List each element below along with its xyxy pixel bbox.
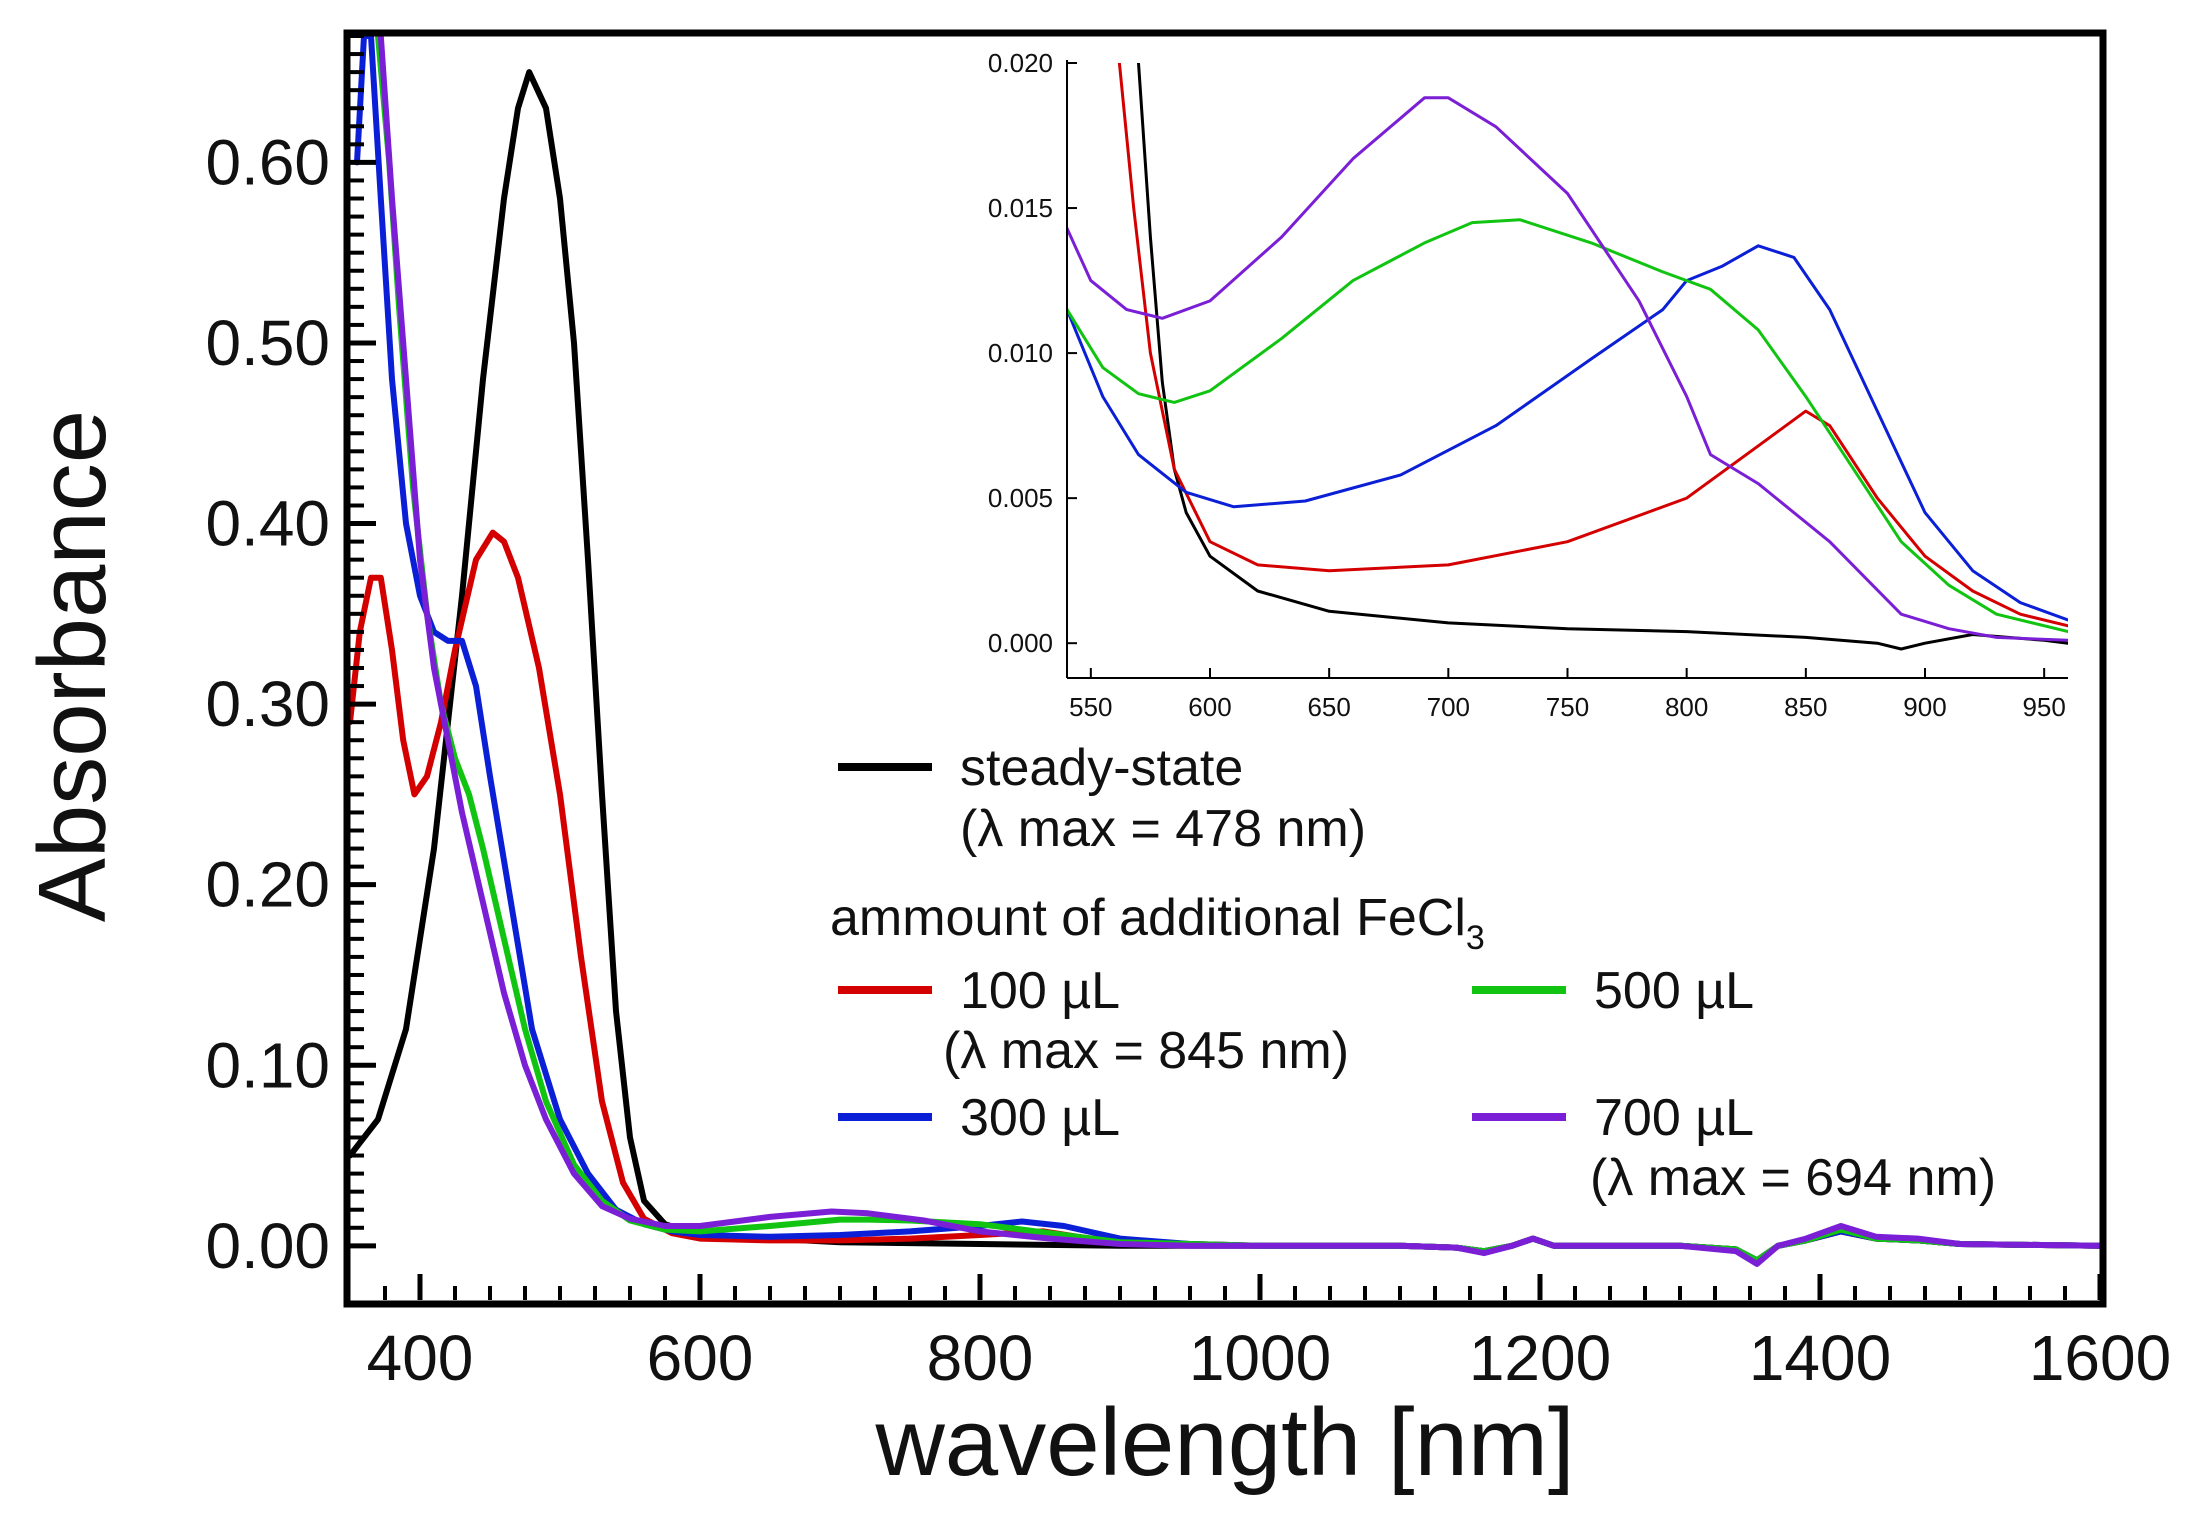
legend-label-100uL: 100 µL [960,962,1120,1020]
inset-x-tick-label: 850 [1784,692,1827,722]
x-axis-title: wavelength [nm] [874,1389,1574,1496]
inset-series-300-l [1067,244,2068,622]
main-x-axis-ticks: 400 600 800 1000 1200 1400 1600 [367,1274,2171,1394]
y-axis-title: Absorbance [19,410,126,922]
main-plot: 400 600 800 1000 1200 1400 1600 0.000.100.200.… [19,29,2171,1496]
legend-group-title-main: ammount of additional FeCl [830,889,1466,947]
legend-item-700uL: 700 µL (λ max = 694 nm) [1472,1089,1996,1207]
inset-x-tick-label: 550 [1069,692,1112,722]
inset-x-tick-label: 700 [1427,692,1470,722]
inset-series-500-l [1067,218,2068,634]
main-x-tick-label: 800 [927,1322,1034,1394]
inset-series-group [1067,63,2068,651]
legend-label-500uL: 500 µL [1594,962,1754,1020]
main-x-tick-label: 400 [367,1322,474,1394]
main-y-tick-label: 0.30 [205,668,330,740]
inset-x-tick-label: 950 [2022,692,2065,722]
legend-label-steady-state: steady-state [960,739,1243,797]
legend: steady-state (λ max = 478 nm) ammount of… [830,739,1996,1207]
inset-x-tick-label: 900 [1903,692,1946,722]
main-x-tick-label: 1000 [1189,1322,1331,1394]
main-plot-frame [343,29,2107,1308]
legend-group-title: ammount of additional FeCl3 [830,889,1485,957]
legend-item-300uL: 300 µL [838,1089,1120,1147]
main-y-tick-label: 0.10 [205,1029,330,1101]
legend-item-100uL: 100 µL (λ max = 845 nm) [838,962,1349,1080]
inset-y-tick-label: 0.005 [988,483,1053,513]
main-series-group [350,36,2100,1267]
inset-series-700-l [1067,96,2068,642]
main-y-tick-label: 0.50 [205,307,330,379]
inset-y-tick-label: 0.020 [988,48,1053,78]
inset-y-tick-label: 0.010 [988,338,1053,368]
main-y-tick-label: 0.40 [205,488,330,560]
main-x-tick-label: 1200 [1469,1322,1611,1394]
legend-label-700uL: 700 µL [1594,1089,1754,1147]
inset-series-100-l [1117,63,2068,628]
legend-group-title-subscript: 3 [1466,919,1485,957]
inset-x-tick-label: 800 [1665,692,1708,722]
inset-y-tick-label: 0.015 [988,193,1053,223]
inset-x-tick-label: 750 [1546,692,1589,722]
inset-x-tick-label: 600 [1188,692,1231,722]
inset-plot: 550 600 650 700 750 800 850 900 950 0.0000.0050.… [988,48,2076,722]
main-x-tick-label: 1600 [2029,1322,2171,1394]
main-y-tick-label: 0.20 [205,849,330,921]
inset-x-axis-ticks: 550 600 650 700 750 800 850 900 950 [1069,668,2066,722]
legend-sublabel-700uL: (λ max = 694 nm) [1590,1149,1996,1207]
inset-y-tick-label: 0.000 [988,628,1053,658]
legend-item-500uL: 500 µL [1472,962,1754,1020]
main-series-700-l [377,36,2100,1267]
main-x-tick-label: 600 [647,1322,754,1394]
main-minor-ticks [350,34,2102,1300]
inset-y-axis-ticks: 0.000 0.005 0.010 0.015 0.020 [988,48,1077,658]
main-y-axis-ticks: 0.00 0.10 0.20 0.30 0.40 0.50 0.60 [205,126,376,1282]
main-y-tick-label: 0.00 [205,1210,330,1282]
main-y-tick-label: 0.60 [205,126,330,198]
main-x-tick-label: 1400 [1749,1322,1891,1394]
legend-sublabel-steady-state: (λ max = 478 nm) [960,800,1366,858]
legend-item-steady-state: steady-state (λ max = 478 nm) [838,739,1366,858]
legend-sublabel-100uL: (λ max = 845 nm) [943,1022,1349,1080]
inset-x-tick-label: 650 [1307,692,1350,722]
legend-label-300uL: 300 µL [960,1089,1120,1147]
